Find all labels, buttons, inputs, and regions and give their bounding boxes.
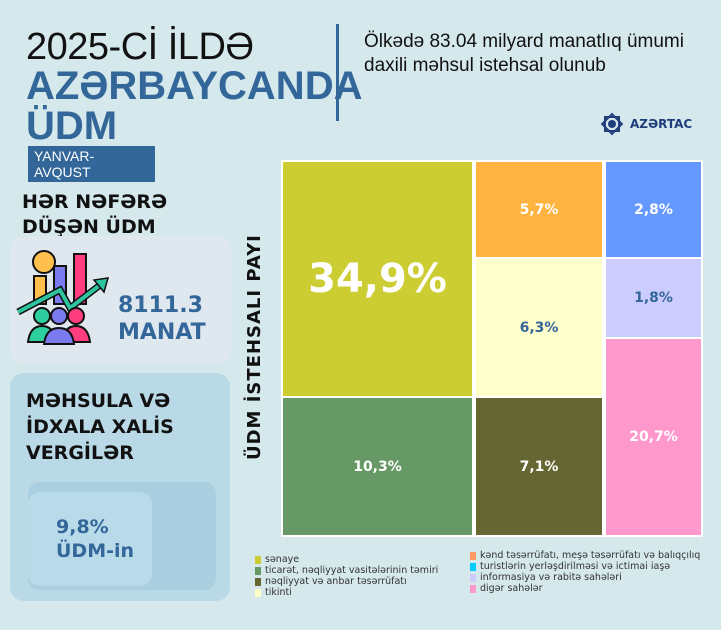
legend-item: ticarət, nəqliyyat vasitələrinin təmiri bbox=[255, 565, 465, 576]
period-badge: YANVAR-AVQUST bbox=[28, 146, 155, 182]
title-line-1: 2025-Cİ İLDƏ bbox=[26, 26, 254, 68]
cell-label: 7,1% bbox=[519, 458, 559, 475]
subtitle: Ölkədə 83.04 milyard manatlıq ümumi daxi… bbox=[364, 31, 684, 76]
logo-text: AZƏRTAC bbox=[630, 117, 693, 131]
treemap-cell: 7,1% bbox=[476, 398, 602, 535]
treemap-cell: 5,7% bbox=[476, 162, 602, 257]
heading-line: HƏR NƏFƏRƏ bbox=[22, 191, 168, 213]
legend-item: digər sahələr bbox=[470, 583, 721, 594]
legend-item: nəqliyyat və anbar təsərrüfatı bbox=[255, 576, 465, 587]
legend-item: kənd təsərrüfatı, meşə təsərrüfatı və ba… bbox=[470, 550, 721, 561]
title-line-3: ÜDM bbox=[26, 104, 118, 148]
legend-swatch bbox=[470, 562, 476, 571]
cell-label: 1,8% bbox=[634, 290, 673, 306]
legend-label: digər sahələr bbox=[480, 583, 543, 594]
legend-label: ticarət, nəqliyyat vasitələrinin təmiri bbox=[265, 565, 439, 576]
legend-swatch bbox=[255, 577, 261, 586]
per-capita-heading: HƏR NƏFƏRƏ DÜŞƏN ÜDM bbox=[22, 190, 167, 240]
treemap-cell: 6,3% bbox=[476, 259, 602, 396]
legend-label: kənd təsərrüfatı, meşə təsərrüfatı və ba… bbox=[480, 550, 701, 561]
unit: MANAT bbox=[118, 320, 206, 345]
cell-label: 34,9% bbox=[308, 256, 447, 302]
taxes-heading: MƏHSULA VƏ İDXALA XALİS VERGİLƏR bbox=[26, 388, 174, 466]
legend-swatch bbox=[470, 551, 476, 560]
people-growth-chart-icon bbox=[16, 250, 110, 345]
legend-item: turistlərin yerləşdirilməsi və ictimai i… bbox=[470, 561, 721, 572]
cell-label: 5,7% bbox=[519, 201, 559, 218]
value: 9,8% bbox=[56, 516, 109, 538]
legend-swatch bbox=[255, 555, 261, 564]
heading-line: İDXALA XALİS bbox=[26, 416, 174, 438]
cell-label: 6,3% bbox=[519, 319, 559, 336]
cell-label: 20,7% bbox=[629, 429, 678, 445]
title-line-2: AZƏRBAYCANDA bbox=[26, 64, 363, 108]
treemap-cell: 1,8% bbox=[606, 259, 701, 337]
heading-line: MƏHSULA VƏ bbox=[26, 390, 171, 412]
cell-label: 10,3% bbox=[353, 458, 402, 475]
logo-star-icon bbox=[600, 112, 624, 136]
treemap-cell: 2,8% bbox=[606, 162, 701, 257]
unit: ÜDM-in bbox=[56, 540, 135, 562]
heading-line: VERGİLƏR bbox=[26, 442, 134, 464]
chart-ylabel: ÜDM İSTEHSALI PAYI bbox=[244, 234, 265, 460]
treemap-cell: 34,9% bbox=[283, 162, 472, 396]
divider bbox=[336, 24, 339, 121]
value: 8111.3 bbox=[118, 293, 203, 318]
treemap-cell: 10,3% bbox=[283, 398, 472, 535]
legend-item: tikinti bbox=[255, 587, 465, 598]
per-capita-value: 8111.3 MANAT bbox=[118, 292, 206, 346]
legend-swatch bbox=[255, 566, 261, 575]
cell-label: 2,8% bbox=[634, 201, 673, 218]
legend-item: sənaye bbox=[255, 554, 465, 565]
legend-label: turistlərin yerləşdirilməsi və ictimai i… bbox=[480, 561, 671, 572]
treemap-cell: 20,7% bbox=[606, 339, 701, 535]
legend-swatch bbox=[470, 573, 476, 582]
legend-label: informasiya və rabitə sahələri bbox=[480, 572, 622, 583]
taxes-value: 9,8% ÜDM-in bbox=[56, 515, 134, 563]
legend-label: nəqliyyat və anbar təsərrüfatı bbox=[265, 576, 407, 587]
azertac-logo: AZƏRTAC bbox=[600, 112, 692, 136]
legend-label: tikinti bbox=[265, 587, 292, 598]
treemap: 34,9% 10,3% 5,7% 6,3% 7,1% 2,8% 1,8% 20,7% bbox=[281, 160, 703, 537]
taxes-value-box bbox=[28, 492, 152, 586]
legend-swatch bbox=[470, 584, 476, 593]
legend-item: informasiya və rabitə sahələri bbox=[470, 572, 721, 583]
legend-label: sənaye bbox=[265, 554, 300, 565]
legend-swatch bbox=[255, 588, 261, 597]
heading-line: DÜŞƏN ÜDM bbox=[22, 216, 156, 238]
